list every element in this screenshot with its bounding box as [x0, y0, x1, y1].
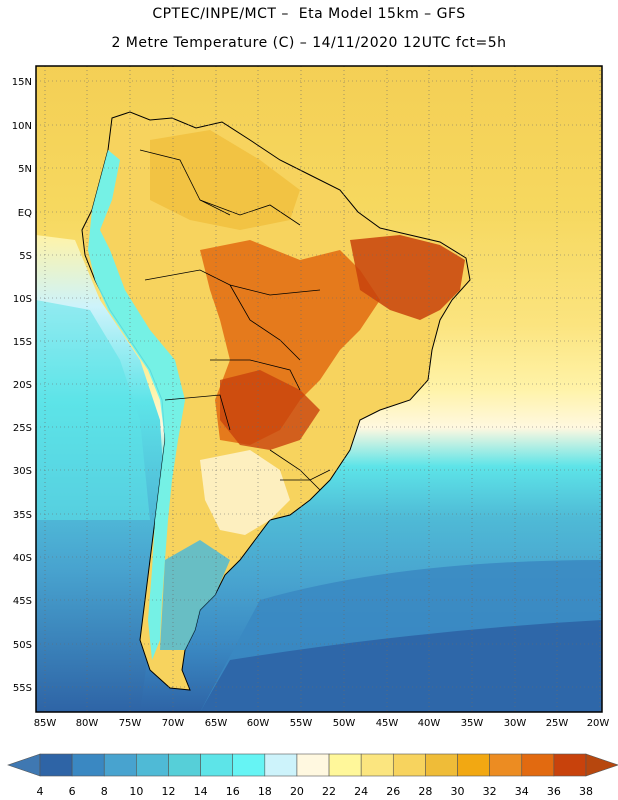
colorbar-cell — [232, 753, 266, 777]
lon-label: 65W — [205, 718, 228, 729]
colorbar-left-arrow — [7, 753, 41, 777]
patagonia-cool-region — [160, 540, 230, 650]
lon-label: 70W — [162, 718, 185, 729]
andes-cold-strip — [88, 150, 185, 660]
colorbar-cell — [392, 753, 426, 777]
lat-label: 50S — [13, 640, 32, 651]
colorbar-cell — [457, 753, 490, 777]
colorbar-tick-label: 14 — [194, 785, 208, 798]
colorbar-tick-label: 30 — [451, 785, 465, 798]
pampas-light-region — [200, 450, 290, 535]
colorbar-tick-label: 32 — [483, 785, 497, 798]
colorbar-tick-label: 36 — [547, 785, 561, 798]
lat-label: 5S — [19, 251, 32, 262]
colorbar-cell — [264, 753, 298, 777]
colorbar-tick-label: 26 — [386, 785, 400, 798]
lon-label: 40W — [418, 718, 441, 729]
pacific-cool-band — [36, 300, 150, 520]
colorbar-cell — [296, 753, 330, 777]
colorbar-tick-label: 6 — [69, 785, 76, 798]
map-area — [36, 66, 602, 712]
lon-label: 85W — [34, 718, 57, 729]
hot-region-south — [220, 370, 320, 450]
lon-label: 25W — [546, 718, 569, 729]
lat-label: 55S — [13, 683, 32, 694]
lat-label: 10N — [12, 121, 32, 132]
colorbar-cell — [328, 753, 362, 777]
latitude-labels: 15N 10N 5N EQ 5S 10S 15S 20S 25S 30S 35S… — [12, 77, 32, 694]
lat-label: 5N — [18, 164, 32, 175]
hot-region-northeast — [350, 235, 465, 320]
colorbar: 4 6 8 10 12 14 16 18 20 22 24 26 28 30 32 34 36 38 — [7, 753, 618, 798]
colorbar-tick-label: 10 — [129, 785, 143, 798]
colorbar-cell — [168, 753, 201, 777]
colorbar-tick-label: 4 — [37, 785, 44, 798]
lat-label: 15S — [13, 337, 32, 348]
colorbar-tick-label: 16 — [226, 785, 240, 798]
lat-label: 30S — [13, 466, 32, 477]
lon-label: 75W — [119, 718, 142, 729]
colorbar-cell — [521, 753, 555, 777]
colorbar-cell — [489, 753, 523, 777]
lon-label: 50W — [333, 718, 356, 729]
lat-label: 15N — [12, 77, 32, 88]
lon-label: 30W — [504, 718, 527, 729]
lon-label: 35W — [461, 718, 484, 729]
lat-label: 45S — [13, 596, 32, 607]
lat-label: 35S — [13, 510, 32, 521]
lon-label: 80W — [76, 718, 99, 729]
colorbar-cell — [200, 753, 234, 777]
colorbar-tick-label: 12 — [161, 785, 175, 798]
colorbar-cell — [39, 753, 73, 777]
colorbar-cell — [71, 753, 105, 777]
map-title-line-1: CPTEC/INPE/MCT – Eta Model 15km – GFS — [152, 6, 466, 22]
lat-label: EQ — [18, 208, 32, 219]
lat-label: 25S — [13, 423, 32, 434]
lon-label: 45W — [376, 718, 399, 729]
colorbar-tick-label: 8 — [101, 785, 108, 798]
colorbar-tick-label: 22 — [322, 785, 336, 798]
colorbar-cell — [360, 753, 394, 777]
colorbar-tick-label: 20 — [290, 785, 304, 798]
colorbar-cell — [425, 753, 458, 777]
colorbar-tick-label: 24 — [354, 785, 368, 798]
colorbar-cell — [136, 753, 169, 777]
colorbar-right-arrow — [585, 753, 618, 777]
lon-label: 60W — [247, 718, 270, 729]
lat-label: 40S — [13, 553, 32, 564]
south-atlantic-coldest-band — [200, 620, 602, 712]
colorbar-tick-label: 28 — [418, 785, 432, 798]
lat-label: 10S — [13, 294, 32, 305]
colorbar-tick-label: 18 — [258, 785, 272, 798]
warm-region-north — [150, 130, 300, 230]
lon-label: 20W — [587, 718, 610, 729]
longitude-labels: 85W 80W 75W 70W 65W 60W 55W 50W 45W 40W … — [34, 718, 610, 729]
colorbar-tick-label: 38 — [579, 785, 593, 798]
colorbar-cell — [103, 753, 137, 777]
country-borders — [139, 149, 331, 491]
colorbar-tick-label: 34 — [515, 785, 529, 798]
lat-label: 20S — [13, 380, 32, 391]
map-frame — [35, 65, 603, 713]
lon-label: 55W — [290, 718, 313, 729]
map-title-line-2: 2 Metre Temperature (C) – 14/11/2020 12U… — [111, 35, 507, 51]
colorbar-cell — [553, 753, 587, 777]
